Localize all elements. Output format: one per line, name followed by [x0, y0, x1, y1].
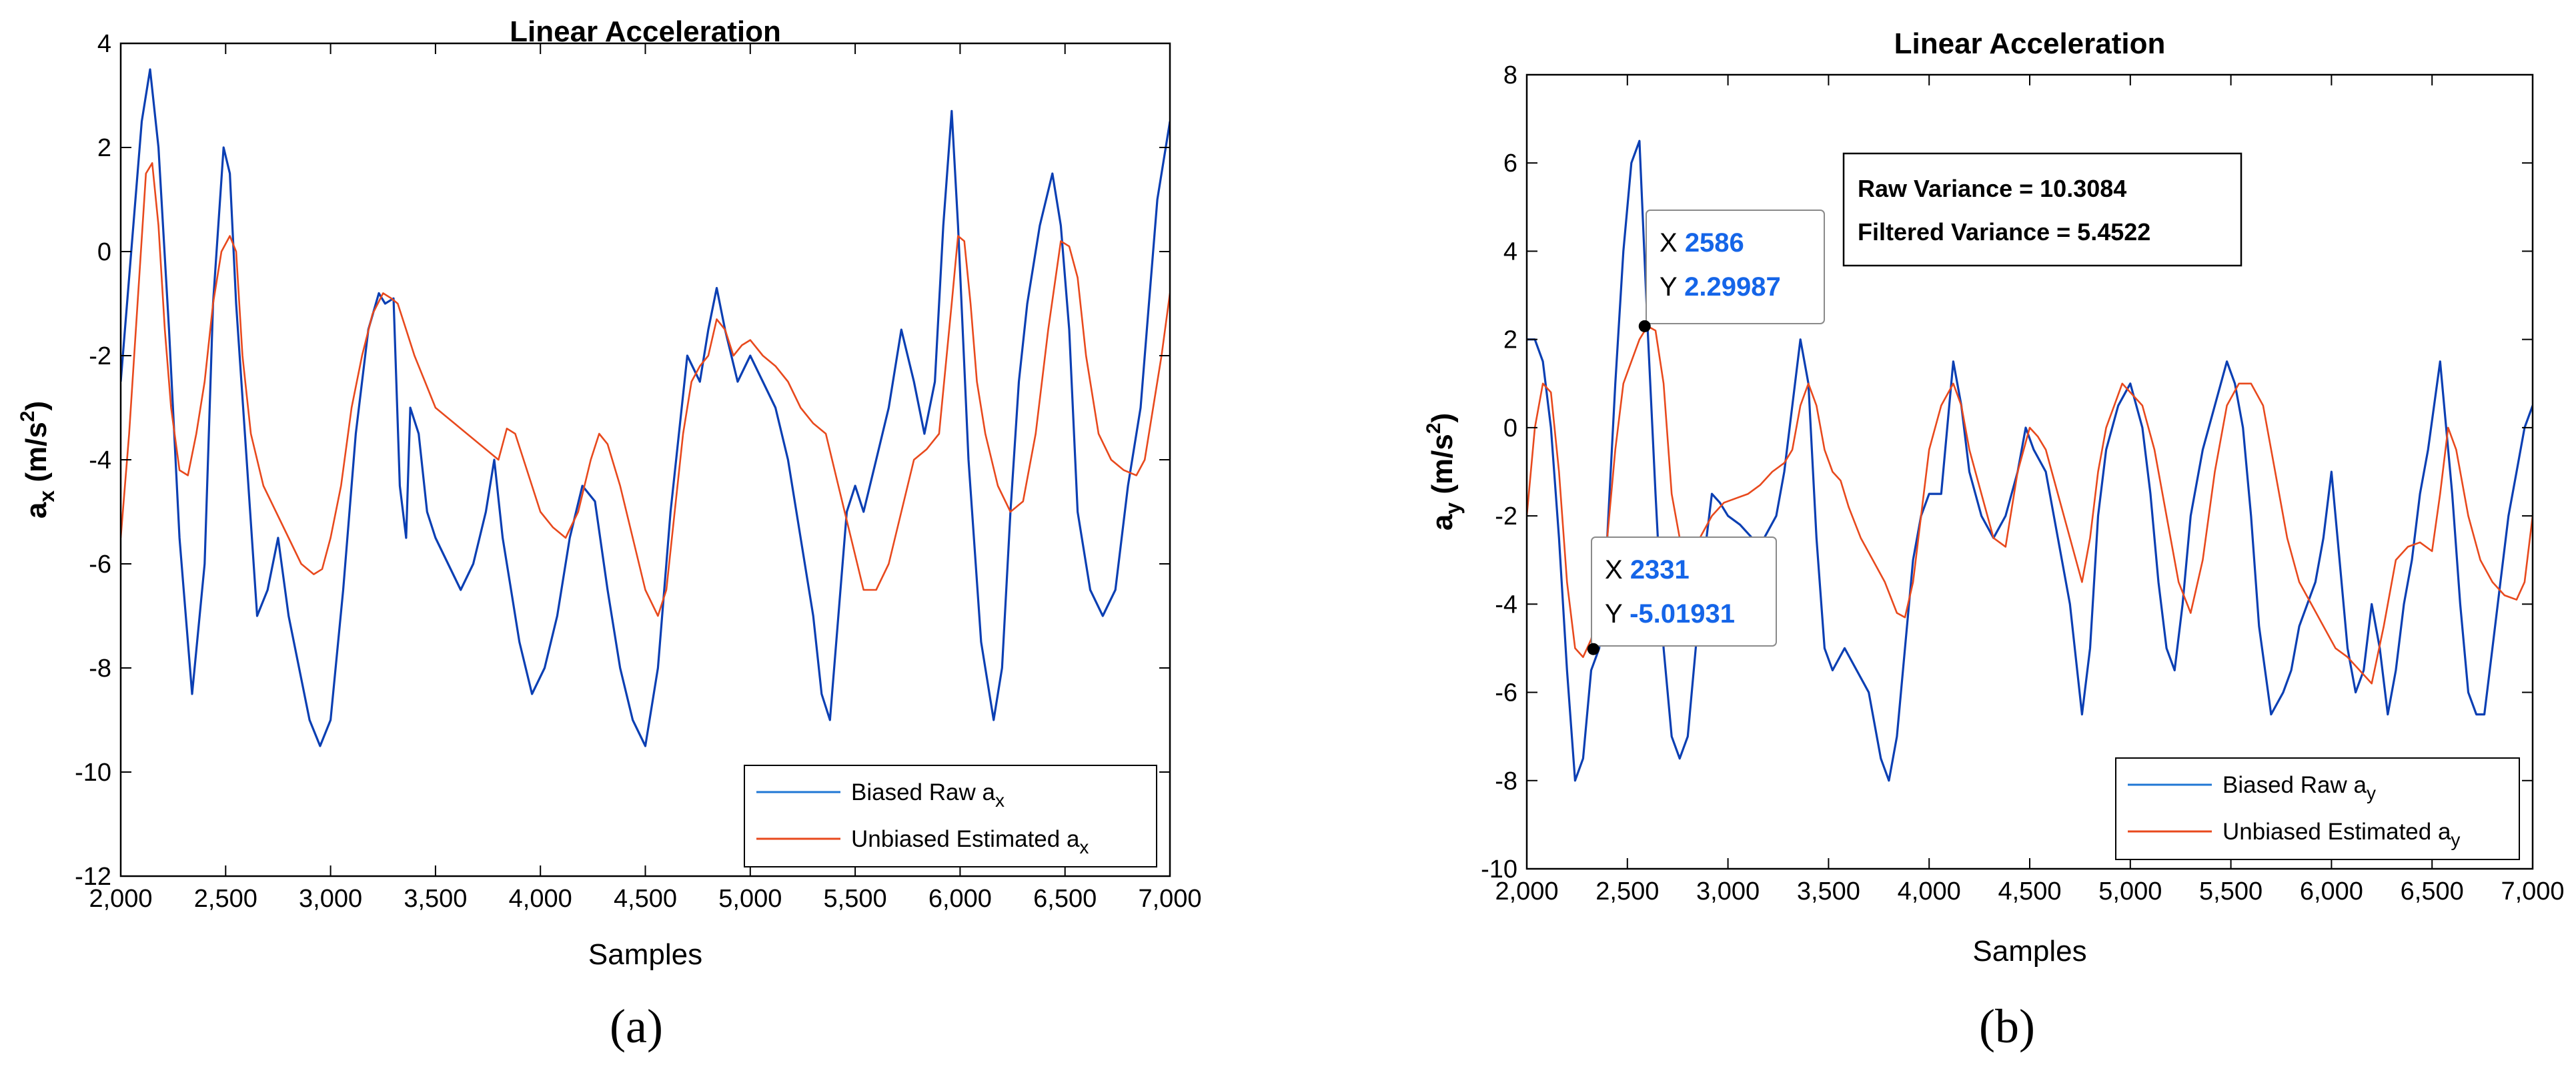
x-tick-label: 5,000 — [718, 885, 782, 913]
y-tick-label: 6 — [1503, 149, 1517, 177]
datatip-marker[interactable] — [1638, 320, 1651, 332]
datatip[interactable]: X 2331 Y -5.01931 — [1587, 536, 1777, 655]
y-tick-label: 0 — [1503, 414, 1517, 442]
y-tick-label: 4 — [1503, 238, 1517, 266]
x-tick-label: 6,000 — [2300, 877, 2363, 906]
chart-title: Linear Acceleration — [1894, 27, 2166, 60]
legend-label-estimated: Unbiased Estimated ax — [851, 826, 1089, 857]
x-tick-label: 4,000 — [509, 885, 572, 913]
datatip-box — [1646, 210, 1825, 324]
y-tick-label: -2 — [1495, 502, 1517, 530]
panel-caption: (b) — [1979, 1000, 2035, 1053]
annotation-filtered-variance: Filtered Variance = 5.4522 — [1858, 218, 2150, 246]
datatip-y: Y -5.01931 — [1605, 599, 1735, 629]
x-tick-label: 7,000 — [2501, 877, 2564, 906]
legend: Biased Raw ay Unbiased Estimated ay — [2115, 757, 2520, 860]
y-tick-label: 8 — [1503, 61, 1517, 89]
y-axis-label: ay (m/s2) — [1423, 413, 1465, 530]
x-tick-label: 6,500 — [1033, 885, 1097, 913]
y-tick-label: -8 — [89, 655, 111, 683]
y-tick-label: 2 — [1503, 326, 1517, 354]
datatip-box — [1591, 536, 1777, 647]
y-axis-label: ax (m/s2) — [17, 401, 59, 518]
x-tick-label: 4,500 — [614, 885, 677, 913]
x-tick-label: 5,000 — [2098, 877, 2162, 906]
legend-label-raw: Biased Raw ax — [851, 779, 1005, 811]
legend-box — [2115, 757, 2520, 860]
x-tick-label: 5,500 — [2199, 877, 2263, 906]
y-tick-label: 0 — [97, 238, 111, 266]
x-tick-label: 5,500 — [824, 885, 887, 913]
annotation-box — [1842, 152, 2242, 267]
datatip-y: Y 2.29987 — [1660, 272, 1781, 302]
panel-caption: (a) — [610, 1000, 663, 1053]
x-axis-label: Samples — [1972, 935, 2086, 968]
y-tick-label: -8 — [1495, 767, 1517, 795]
variance-annotation: Raw Variance = 10.3084 Filtered Variance … — [1842, 152, 2242, 267]
y-tick-label: -6 — [89, 551, 111, 579]
series-line-raw — [1527, 139, 2533, 782]
y-tick-label: -12 — [75, 863, 111, 891]
y-tick-label: 4 — [97, 30, 111, 58]
datatip[interactable]: X 2586 Y 2.29987 — [1638, 210, 1825, 332]
series-line-estimated — [121, 162, 1170, 617]
legend-label-raw: Biased Raw ay — [2222, 772, 2376, 803]
datatip-x: X 2331 — [1605, 555, 1690, 585]
x-tick-label: 6,000 — [928, 885, 992, 913]
x-tick-label: 2,000 — [1495, 877, 1558, 906]
x-tick-label: 4,500 — [1998, 877, 2061, 906]
y-tick-label: -4 — [89, 446, 111, 474]
legend: Biased Raw ax Unbiased Estimated ax — [744, 765, 1157, 867]
series-line-estimated — [1527, 325, 2533, 685]
x-tick-label: 3,500 — [404, 885, 467, 913]
x-tick-label: 7,000 — [1138, 885, 1201, 913]
legend-label-estimated: Unbiased Estimated ay — [2222, 819, 2460, 850]
x-tick-label: 2,000 — [89, 885, 152, 913]
series-line-raw — [121, 68, 1170, 747]
y-tick-label: -2 — [89, 342, 111, 370]
x-tick-label: 4,000 — [1898, 877, 1961, 906]
legend-box — [744, 765, 1157, 867]
datatip-x: X 2586 — [1660, 228, 1744, 258]
annotation-raw-variance: Raw Variance = 10.3084 — [1858, 175, 2126, 202]
x-tick-label: 3,000 — [1696, 877, 1760, 906]
x-tick-label: 2,500 — [194, 885, 257, 913]
x-tick-label: 3,500 — [1797, 877, 1860, 906]
x-axis-label: Samples — [588, 938, 702, 971]
chart-panel-b: 2,000 2,500 3,000 3,500 4,000 4,500 5,000 5,500… — [1423, 27, 2565, 1053]
chart-title: Linear Acceleration — [510, 15, 781, 48]
y-tick-label: -10 — [1481, 855, 1517, 883]
chart-panel-a: 2,000 2,500 3,000 3,500 4,000 4,500 5,000 5,500… — [17, 15, 1202, 1053]
y-tick-label: -4 — [1495, 591, 1517, 619]
datatip-marker[interactable] — [1587, 643, 1599, 655]
y-tick-label: -10 — [75, 759, 111, 787]
x-tick-label: 2,500 — [1595, 877, 1659, 906]
x-tick-label: 6,500 — [2401, 877, 2464, 906]
y-tick-label: 2 — [97, 134, 111, 162]
plot-area — [121, 43, 1170, 876]
y-tick-label: -6 — [1495, 679, 1517, 707]
x-tick-label: 3,000 — [299, 885, 362, 913]
